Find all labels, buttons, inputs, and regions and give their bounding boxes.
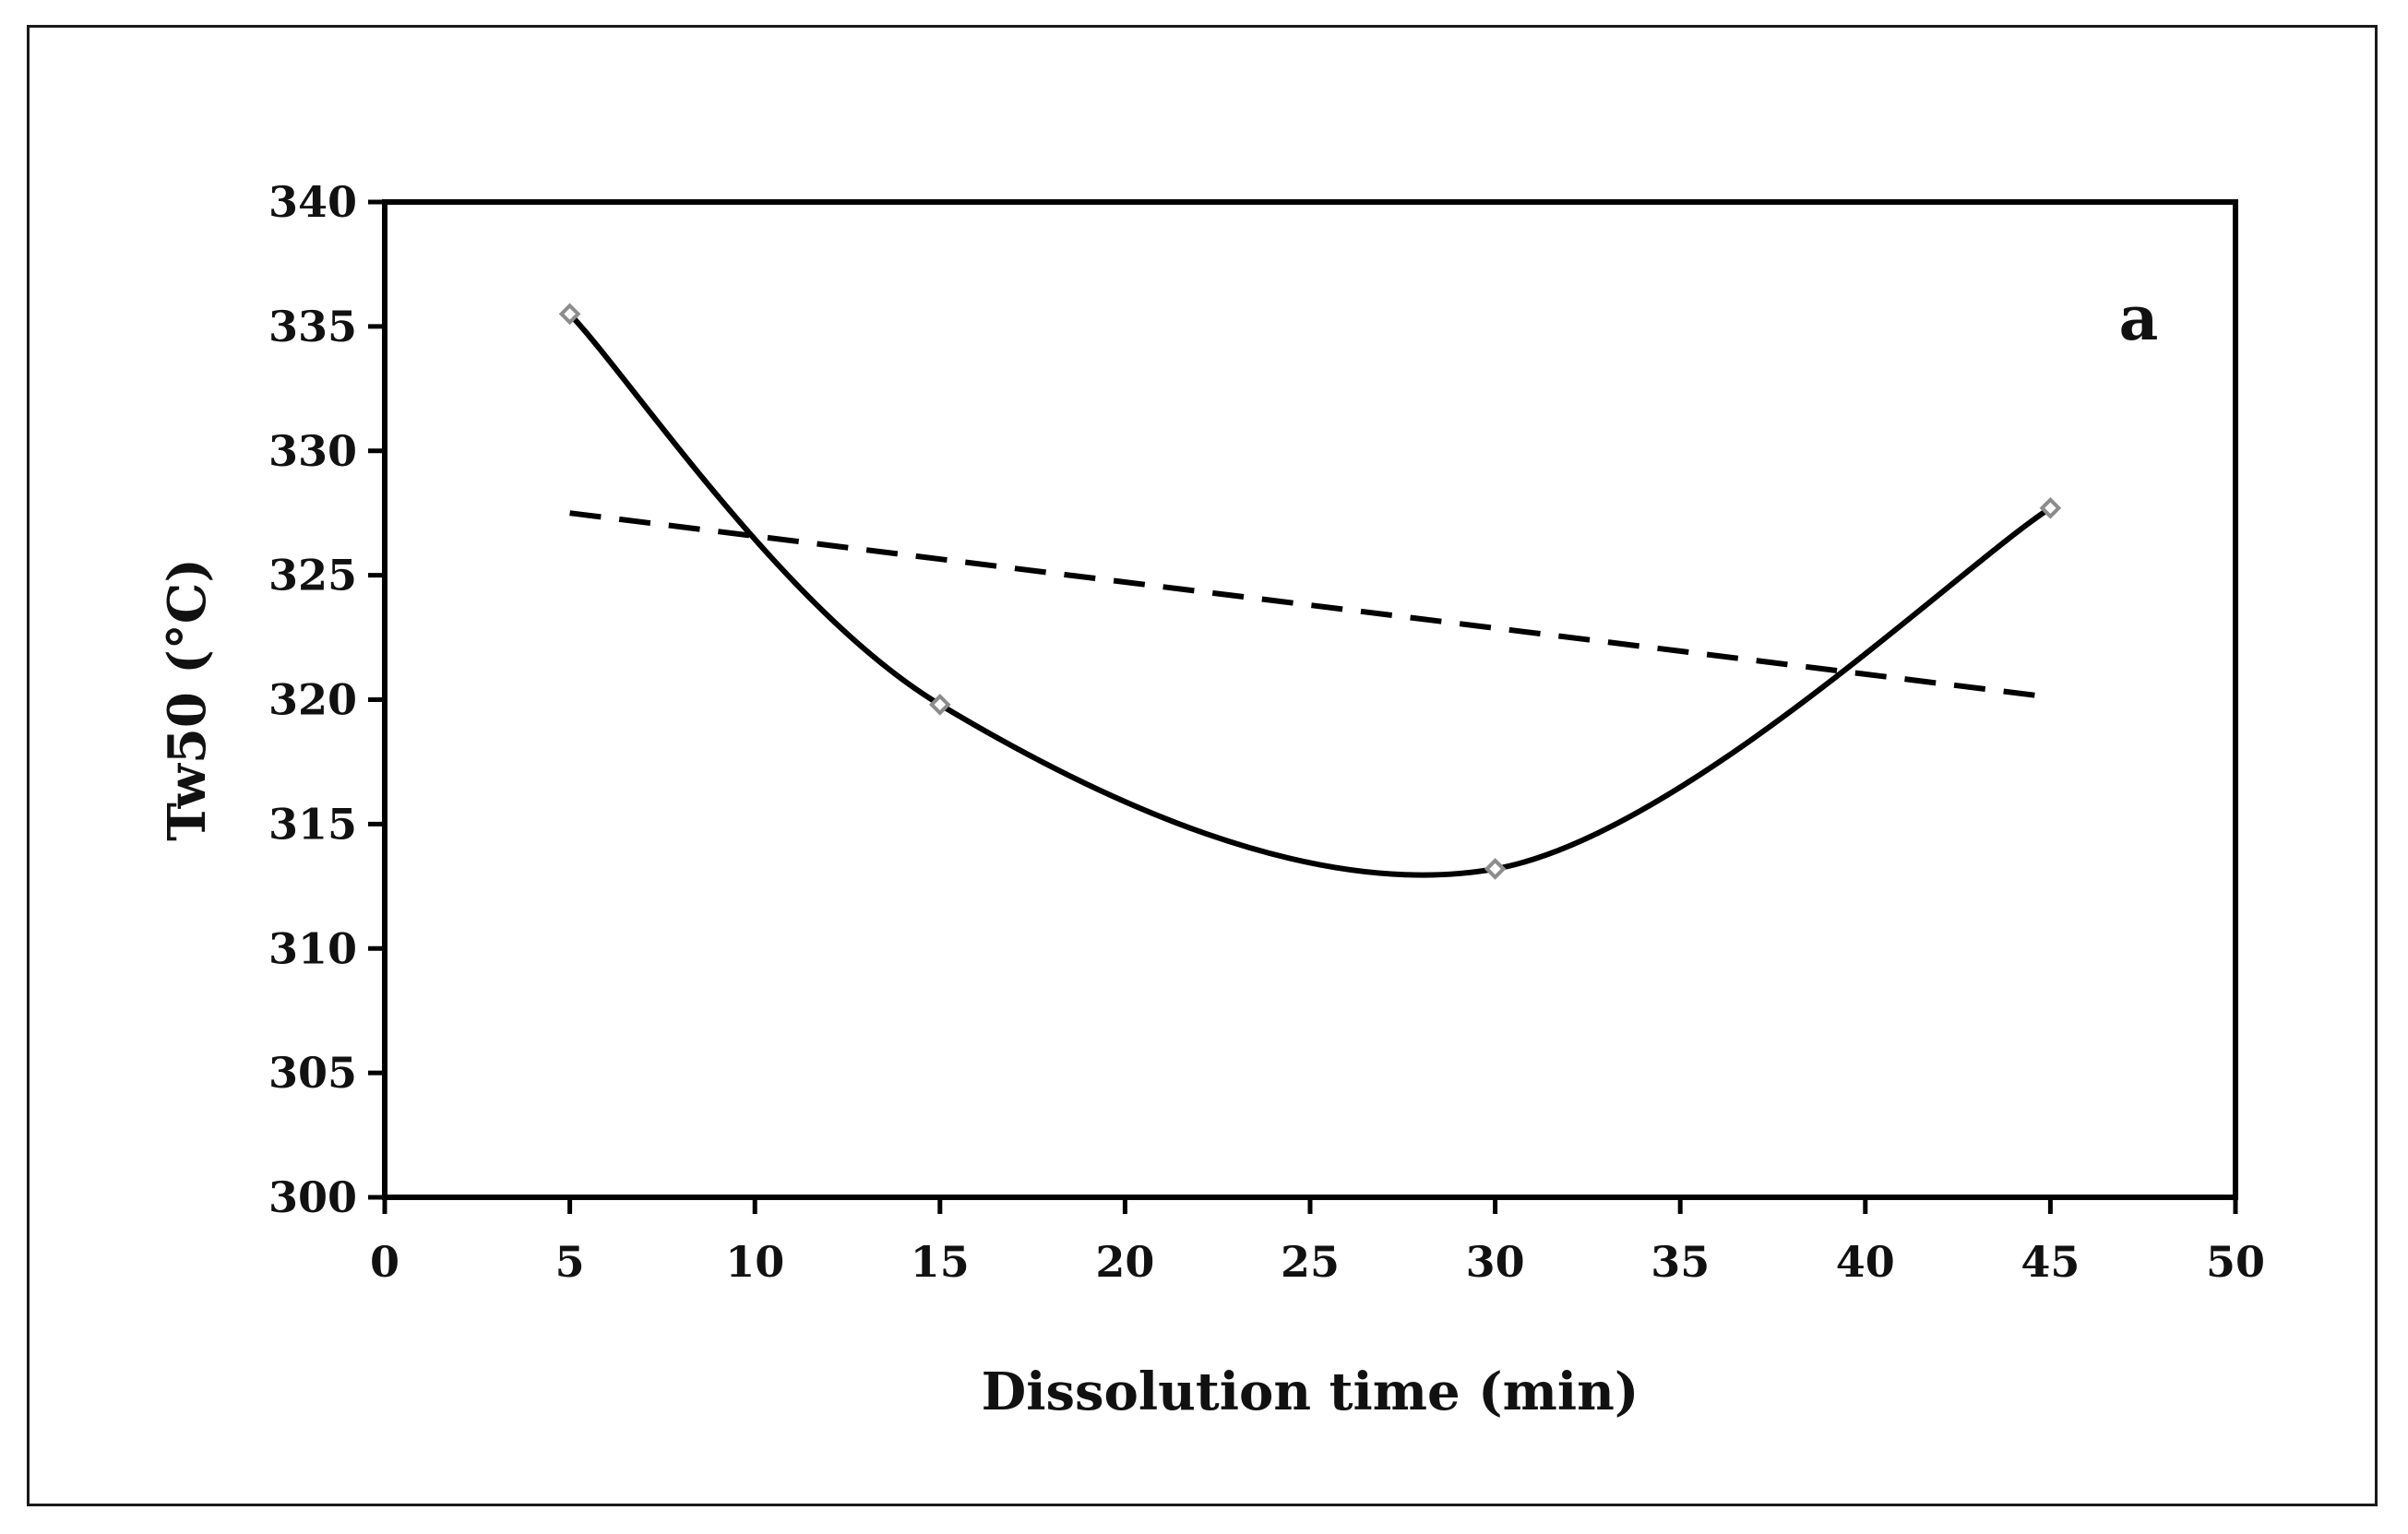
y-axis-title: Tw50 (°C) xyxy=(157,558,218,841)
x-tick-label: 45 xyxy=(2021,1237,2080,1287)
x-axis-ticks: 0 5 10 15 20 25 30 35 40 45 50 xyxy=(370,1197,2265,1287)
y-tick-label: 305 xyxy=(268,1048,357,1098)
data-point-marker xyxy=(1484,858,1507,880)
y-axis-ticks: 300 305 310 315 320 325 330 335 340 xyxy=(268,177,385,1222)
y-tick-label: 340 xyxy=(268,177,357,227)
x-tick-label: 30 xyxy=(1466,1237,1525,1287)
x-tick-label: 20 xyxy=(1095,1237,1154,1287)
figure-frame xyxy=(27,25,2378,1506)
x-tick-label: 25 xyxy=(1281,1237,1340,1287)
y-tick-label: 310 xyxy=(268,923,357,973)
y-tick-label: 325 xyxy=(268,551,357,601)
x-tick-label: 40 xyxy=(1836,1237,1895,1287)
y-tick-label: 315 xyxy=(268,799,357,849)
data-point-marker xyxy=(2039,496,2062,519)
y-tick-label: 320 xyxy=(268,675,357,725)
trend-line xyxy=(569,510,2051,700)
x-tick-label: 10 xyxy=(725,1237,784,1287)
series-line xyxy=(567,312,2053,878)
data-point-marker xyxy=(558,303,581,326)
series-markers xyxy=(558,303,2062,880)
x-tick-label: 0 xyxy=(370,1237,399,1287)
x-tick-label: 15 xyxy=(911,1237,970,1287)
plot-area xyxy=(382,199,2238,1200)
y-tick-label: 300 xyxy=(268,1172,357,1222)
data-point-marker xyxy=(928,694,951,716)
y-tick-label: 335 xyxy=(268,302,357,351)
panel-label: a xyxy=(2119,282,2159,354)
x-tick-label: 35 xyxy=(1651,1237,1710,1287)
y-tick-label: 330 xyxy=(268,426,357,476)
x-tick-label: 50 xyxy=(2206,1237,2265,1287)
x-tick-label: 5 xyxy=(555,1237,585,1287)
x-axis-title: Dissolution time (min) xyxy=(982,1362,1639,1422)
